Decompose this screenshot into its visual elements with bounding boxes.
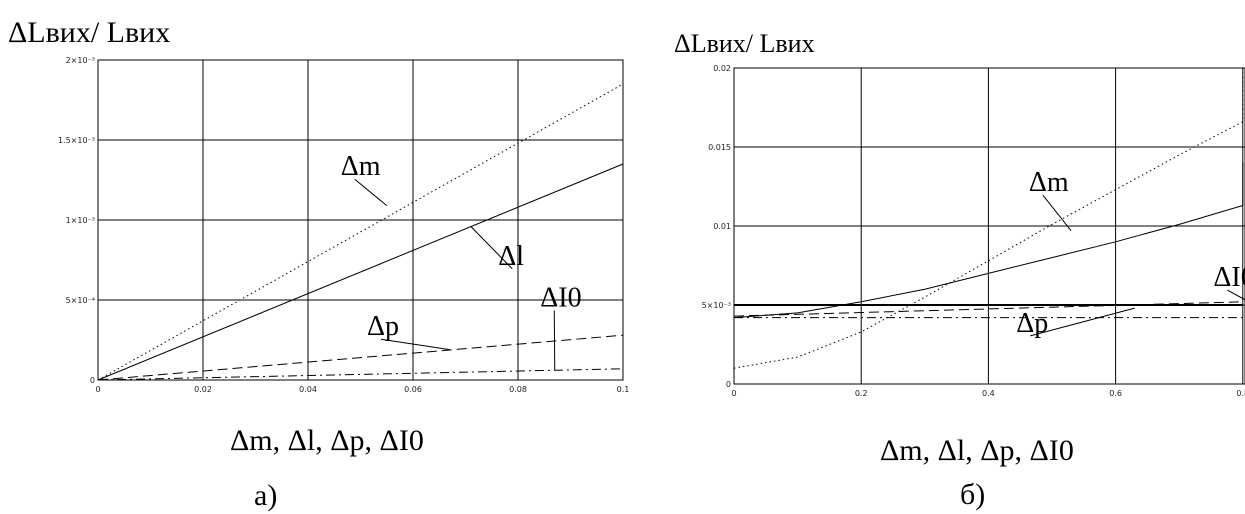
chart-a-annotation-leader: [354, 178, 388, 206]
chart-a-y-tick-label: 1.5×10⁻³: [58, 136, 95, 145]
chart-b-x-tick-label: 0.4: [982, 389, 995, 398]
chart-a-x-tick-label: 0.02: [194, 385, 212, 394]
chart-a-x-tick-label: 0.08: [509, 385, 527, 394]
chart-a-y-tick-label: 1×10⁻³: [66, 216, 95, 225]
chart-a-xlabel: Δm, Δl, Δp, ΔI0: [230, 424, 424, 457]
chart-a-y-tick-label: 0: [90, 376, 95, 385]
chart-a-x-tick-label: 0.04: [299, 385, 317, 394]
chart-b-series-line-0: [733, 64, 1244, 369]
chart-a-x-tick-label: 0: [95, 385, 100, 394]
chart-a-ylabel: ΔLвих/ Lвих: [8, 16, 170, 49]
chart-a-x-tick-label: 0.1: [617, 385, 630, 394]
chart-b-x-tick-label: 0.2: [855, 389, 868, 398]
chart-b-annotation-label: Δm: [1029, 167, 1069, 198]
chart-a-series-line-2: [97, 334, 624, 381]
chart-a-x-tick-label: 0.06: [404, 385, 422, 394]
chart-b-y-tick-label: 0.02: [713, 64, 731, 73]
chart-b-xlabel: Δm, Δl, Δp, ΔI0: [880, 434, 1074, 467]
chart-b-x-tick-label: 0.8: [1236, 389, 1245, 398]
chart-a: ΔLвих/ Lвих Δm Δl Δp ΔI0 0 0.02 0.04 0.06 0.08 0…: [8, 16, 629, 512]
chart-a-annotation-label: ΔI0: [540, 282, 581, 313]
chart-a-series-line-1: [97, 163, 624, 381]
chart-a-y-tick-label: 2×10⁻³: [66, 56, 95, 65]
chart-a-y-tick-label: 5×10⁻⁴: [66, 296, 95, 305]
chart-b-annotation-leader: [1227, 289, 1245, 301]
chart-a-annotation-leader: [380, 338, 450, 351]
chart-b-y-tick-label: 0.015: [708, 143, 731, 152]
chart-b-y-tick-label: 0: [726, 380, 731, 389]
chart-b-annotation-leader: [1030, 307, 1135, 337]
chart-b-caption: б): [960, 478, 985, 511]
chart-b-annotation-leader: [1042, 194, 1072, 232]
chart-a-caption: а): [254, 479, 277, 512]
chart-a-annotation-label: Δm: [341, 151, 381, 182]
chart-b-x-tick-label: 0.6: [1109, 389, 1122, 398]
chart-b: ΔLвих/ Lвих ΔmΔlΔI0Δp 00.20.40.60.805×10…: [674, 29, 1245, 511]
chart-a-series-line-0: [97, 83, 624, 381]
chart-b-y-tick-label: 5×10⁻³: [702, 301, 731, 310]
chart-b-x-tick-label: 0: [731, 389, 736, 398]
chart-a-series-line-3: [97, 368, 624, 381]
chart-a-annotation-label: Δp: [367, 311, 399, 342]
chart-a-annotation-leader: [553, 310, 556, 371]
chart-b-ylabel: ΔLвих/ Lвих: [674, 29, 815, 58]
chart-b-annotation-label: ΔI0: [1213, 262, 1245, 293]
chart-a-annotation-leader: [470, 226, 513, 270]
chart-a-annotation-label: Δl: [498, 241, 524, 272]
chart-b-annotation-label: Δp: [1016, 308, 1048, 339]
chart-b-y-tick-label: 0.01: [713, 222, 731, 231]
